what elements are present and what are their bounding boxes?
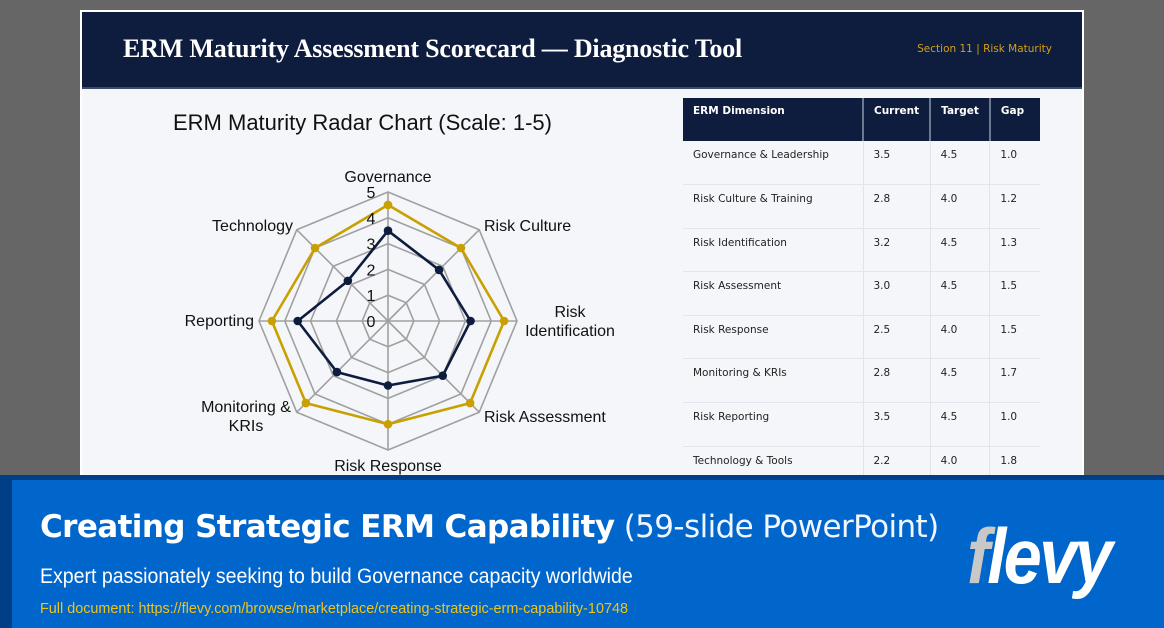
- cell-target: 4.0: [930, 184, 991, 229]
- header-target: Target: [930, 98, 991, 141]
- banner-title-main: Creating Strategic ERM Capability: [40, 509, 615, 545]
- svg-text:Governance: Governance: [344, 169, 431, 186]
- cell-target: 4.0: [930, 315, 991, 360]
- header-gap: Gap: [989, 98, 1040, 141]
- cell-dimension: Risk Response: [683, 315, 864, 360]
- table-row: Governance & Leadership 3.5 4.5 1.0: [683, 141, 1040, 186]
- cell-target: 4.5: [930, 271, 991, 316]
- cell-current: 2.2: [863, 446, 931, 480]
- cell-gap: 1.5: [989, 315, 1040, 360]
- svg-text:1: 1: [367, 288, 376, 305]
- cell-current: 2.5: [863, 315, 931, 360]
- cell-current: 3.0: [863, 271, 931, 316]
- logo-rest: levy: [987, 512, 1113, 600]
- flevy-logo[interactable]: flevy: [967, 517, 1113, 595]
- table-row: Monitoring & KRIs 2.8 4.5 1.7: [683, 358, 1040, 404]
- promo-banner-inner: Creating Strategic ERM Capability (59-sl…: [12, 480, 1164, 628]
- table-row: Risk Reporting 3.5 4.5 1.0: [683, 402, 1040, 447]
- svg-text:KRIs: KRIs: [229, 418, 264, 435]
- scorecard-table: ERM Dimension Current Target Gap Governa…: [683, 98, 1040, 480]
- table-row: Technology & Tools 2.2 4.0 1.8: [683, 446, 1040, 480]
- cell-target: 4.5: [930, 358, 991, 404]
- header-dimension: ERM Dimension: [683, 98, 864, 141]
- cell-dimension: Technology & Tools: [683, 446, 864, 480]
- radar-axis-labels: Governance Risk Culture Risk Identification…: [185, 169, 615, 475]
- table-row: Risk Culture & Training 2.8 4.0 1.2: [683, 184, 1040, 229]
- cell-gap: 1.2: [989, 184, 1040, 229]
- banner-subtitle: Expert passionately seeking to build Gov…: [40, 565, 633, 588]
- svg-text:0: 0: [367, 314, 376, 331]
- svg-text:3: 3: [367, 237, 376, 254]
- cell-current: 2.8: [863, 358, 931, 404]
- full-document-link[interactable]: Full document: https://flevy.com/browse/…: [40, 600, 628, 617]
- cell-dimension: Monitoring & KRIs: [683, 358, 864, 404]
- svg-text:Reporting: Reporting: [185, 313, 254, 330]
- svg-text:Technology: Technology: [212, 218, 293, 235]
- slide: ERM Maturity Assessment Scorecard — Diag…: [80, 10, 1084, 480]
- svg-text:2: 2: [367, 262, 376, 279]
- banner-title: Creating Strategic ERM Capability (59-sl…: [40, 509, 939, 545]
- svg-text:Risk: Risk: [554, 304, 586, 321]
- cell-target: 4.5: [930, 228, 991, 273]
- cell-dimension: Risk Culture & Training: [683, 184, 864, 229]
- cell-current: 3.5: [863, 141, 931, 186]
- slide-header: ERM Maturity Assessment Scorecard — Diag…: [82, 12, 1082, 89]
- svg-text:4: 4: [367, 211, 376, 228]
- cell-target: 4.0: [930, 446, 991, 480]
- radar-grid: [258, 191, 518, 451]
- svg-text:Risk Culture: Risk Culture: [484, 218, 571, 235]
- table-header-row: ERM Dimension Current Target Gap: [683, 98, 1040, 141]
- banner-title-suffix: (59-slide PowerPoint): [614, 509, 940, 545]
- table-row: Risk Assessment 3.0 4.5 1.5: [683, 271, 1040, 316]
- header-current: Current: [863, 98, 932, 141]
- radar-series: [267, 200, 509, 429]
- cell-gap: 1.7: [989, 358, 1040, 404]
- cell-target: 4.5: [930, 141, 991, 186]
- cell-gap: 1.0: [989, 141, 1040, 186]
- cell-current: 3.2: [863, 228, 931, 273]
- slide-title: ERM Maturity Assessment Scorecard — Diag…: [123, 34, 743, 63]
- cell-current: 3.5: [863, 402, 931, 447]
- cell-current: 2.8: [863, 184, 931, 229]
- cell-gap: 1.8: [989, 446, 1040, 480]
- svg-text:5: 5: [367, 185, 376, 202]
- cell-dimension: Governance & Leadership: [683, 141, 864, 186]
- svg-text:Risk Response: Risk Response: [334, 458, 442, 475]
- cell-dimension: Risk Identification: [683, 228, 864, 273]
- table-row: Risk Identification 3.2 4.5 1.3: [683, 228, 1040, 273]
- cell-dimension: Risk Reporting: [683, 402, 864, 447]
- radar-tick-labels: 0 1 2 3 4 5: [367, 185, 376, 331]
- radar-chart: 0 1 2 3 4 5 Governance Risk Culture Risk Identif…: [185, 169, 615, 475]
- svg-text:Identification: Identification: [525, 323, 615, 340]
- cell-dimension: Risk Assessment: [683, 271, 864, 316]
- svg-text:Monitoring &: Monitoring &: [201, 399, 291, 416]
- cell-gap: 1.3: [989, 228, 1040, 273]
- cell-gap: 1.0: [989, 402, 1040, 447]
- promo-banner: Creating Strategic ERM Capability (59-sl…: [0, 475, 1164, 628]
- svg-text:Risk Assessment: Risk Assessment: [484, 409, 606, 426]
- section-tag: Section 11 | Risk Maturity: [917, 43, 1052, 55]
- cell-target: 4.5: [930, 402, 991, 447]
- cell-gap: 1.5: [989, 271, 1040, 316]
- logo-f: f: [967, 512, 990, 600]
- table-row: Risk Response 2.5 4.0 1.5: [683, 315, 1040, 360]
- chart-title: ERM Maturity Radar Chart (Scale: 1-5): [173, 110, 552, 135]
